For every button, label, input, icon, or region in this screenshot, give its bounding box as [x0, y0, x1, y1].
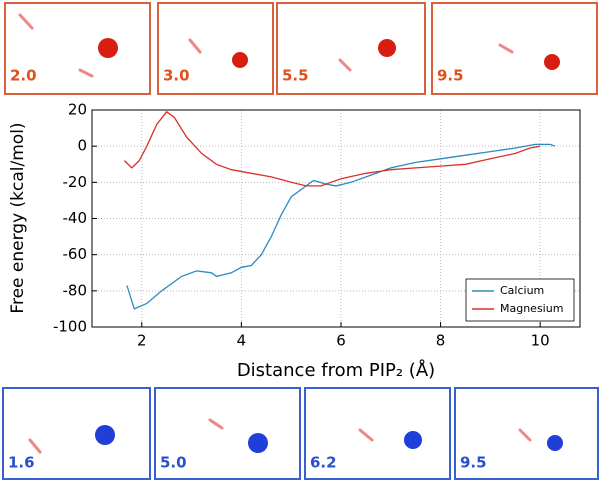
panel-label: 9.5 — [460, 454, 487, 472]
series-line — [123, 110, 541, 187]
bottom-atoms — [95, 425, 563, 453]
panel — [154, 387, 301, 480]
y-tick-label: -80 — [63, 281, 88, 299]
panel — [276, 2, 426, 95]
panel — [157, 2, 274, 95]
stick — [78, 68, 94, 78]
stick — [28, 438, 42, 454]
stick — [518, 428, 532, 442]
panel-label: 9.5 — [437, 67, 464, 85]
y-tick-label: -40 — [63, 209, 88, 227]
panel — [4, 2, 151, 95]
panel-label: 1.6 — [8, 454, 35, 472]
panel-label: 5.0 — [160, 454, 187, 472]
panel — [454, 387, 599, 480]
x-tick-label: 4 — [237, 332, 247, 350]
ion — [98, 38, 118, 58]
stick — [208, 418, 224, 430]
panel-label: 6.2 — [310, 454, 337, 472]
x-axis-label: Distance from PIP₂ (Å) — [237, 359, 435, 381]
stick — [18, 13, 34, 30]
x-tick-label: 2 — [137, 332, 147, 350]
y-tick-label: 0 — [77, 137, 87, 155]
top-atoms — [98, 38, 560, 70]
ion — [404, 431, 422, 449]
bottom-panels — [2, 387, 599, 480]
series-line — [126, 143, 556, 310]
panel — [304, 387, 451, 480]
y-tick-label: -100 — [53, 318, 87, 336]
panel-label: 5.5 — [282, 67, 309, 85]
stick — [498, 43, 514, 54]
top-labels: 2.0 3.0 5.5 9.5 — [10, 67, 464, 85]
ion — [248, 433, 268, 453]
bottom-labels: 1.6 5.0 6.2 9.5 — [8, 454, 487, 472]
legend-box — [465, 278, 575, 322]
y-tick-label: -60 — [63, 245, 88, 263]
panel — [431, 2, 598, 95]
ion — [547, 435, 563, 451]
stick — [338, 58, 352, 72]
legend-label: Calcium — [500, 284, 544, 297]
y-axis-label: Free energy (kcal/mol) — [8, 122, 28, 313]
ion — [232, 52, 248, 68]
y-tick-label: 20 — [68, 101, 87, 119]
ion — [544, 54, 560, 70]
y-tick-label: -20 — [63, 173, 88, 191]
stick — [188, 38, 202, 54]
x-tick-label: 8 — [436, 332, 446, 350]
legend-label: Magnesium — [500, 302, 563, 315]
plot-frame — [91, 109, 581, 328]
x-tick-label: 6 — [336, 332, 346, 350]
top-panels — [4, 2, 598, 95]
ion — [95, 425, 115, 445]
ion — [378, 39, 396, 57]
plot: -100 -80 -60 -40 -20 0 20 2 4 6 8 10 Calcium Magnesiu… — [53, 101, 581, 350]
panel — [2, 387, 151, 480]
x-tick-label: 10 — [531, 332, 550, 350]
panel-label: 3.0 — [163, 67, 190, 85]
panel-label: 2.0 — [10, 67, 37, 85]
stick — [358, 428, 374, 442]
water-sticks — [18, 13, 532, 454]
